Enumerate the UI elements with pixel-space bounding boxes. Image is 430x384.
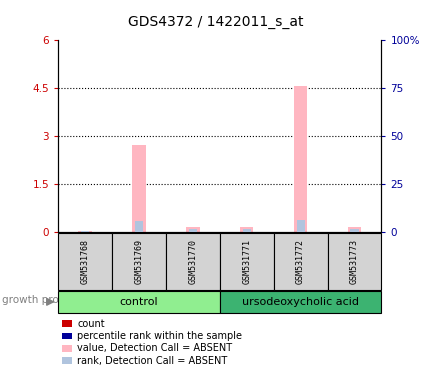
Bar <box>81 231 89 232</box>
Bar <box>293 86 307 232</box>
Text: value, Detection Call = ABSENT: value, Detection Call = ABSENT <box>77 343 232 353</box>
Bar <box>347 227 360 232</box>
Text: GSM531769: GSM531769 <box>134 239 143 284</box>
Text: count: count <box>77 319 104 329</box>
Text: rank, Detection Call = ABSENT: rank, Detection Call = ABSENT <box>77 356 227 366</box>
Text: GSM531768: GSM531768 <box>80 239 89 284</box>
Text: GSM531770: GSM531770 <box>188 239 197 284</box>
Bar <box>188 230 197 232</box>
Text: percentile rank within the sample: percentile rank within the sample <box>77 331 242 341</box>
Text: GSM531772: GSM531772 <box>295 239 304 284</box>
Text: GSM531771: GSM531771 <box>242 239 251 284</box>
Text: ursodeoxycholic acid: ursodeoxycholic acid <box>242 297 358 307</box>
Text: growth protocol: growth protocol <box>2 295 84 305</box>
Text: GDS4372 / 1422011_s_at: GDS4372 / 1422011_s_at <box>127 15 303 28</box>
Bar <box>296 220 304 232</box>
Bar <box>135 221 143 232</box>
Bar <box>242 230 250 232</box>
Bar <box>240 227 253 232</box>
Bar <box>350 230 358 232</box>
Text: GSM531773: GSM531773 <box>349 239 358 284</box>
Bar <box>132 145 145 232</box>
Text: control: control <box>120 297 158 307</box>
Bar <box>78 231 92 232</box>
Bar <box>186 227 199 232</box>
